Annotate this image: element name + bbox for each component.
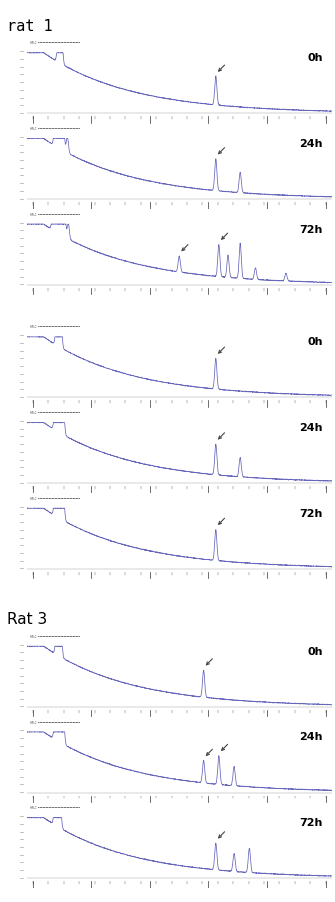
Text: Rat 3: Rat 3 xyxy=(7,612,47,627)
Text: 24h: 24h xyxy=(299,423,323,433)
Text: HPLC  ━━━━━━━━━━━━━━━━━━━━━━━━━━━━: HPLC ━━━━━━━━━━━━━━━━━━━━━━━━━━━━ xyxy=(30,721,80,724)
Text: 0h: 0h xyxy=(307,647,323,657)
Text: HPLC  ━━━━━━━━━━━━━━━━━━━━━━━━━━━━: HPLC ━━━━━━━━━━━━━━━━━━━━━━━━━━━━ xyxy=(30,497,80,501)
Text: HPLC  ━━━━━━━━━━━━━━━━━━━━━━━━━━━━: HPLC ━━━━━━━━━━━━━━━━━━━━━━━━━━━━ xyxy=(30,127,80,131)
Text: rat 1: rat 1 xyxy=(7,19,52,33)
Text: HPLC  ━━━━━━━━━━━━━━━━━━━━━━━━━━━━: HPLC ━━━━━━━━━━━━━━━━━━━━━━━━━━━━ xyxy=(30,411,80,415)
Text: HPLC  ━━━━━━━━━━━━━━━━━━━━━━━━━━━━: HPLC ━━━━━━━━━━━━━━━━━━━━━━━━━━━━ xyxy=(30,41,80,45)
Text: HPLC  ━━━━━━━━━━━━━━━━━━━━━━━━━━━━: HPLC ━━━━━━━━━━━━━━━━━━━━━━━━━━━━ xyxy=(30,635,80,639)
Text: 72h: 72h xyxy=(299,818,323,828)
Text: 72h: 72h xyxy=(299,225,323,235)
Text: 0h: 0h xyxy=(307,337,323,347)
Text: 24h: 24h xyxy=(299,732,323,742)
Text: HPLC  ━━━━━━━━━━━━━━━━━━━━━━━━━━━━: HPLC ━━━━━━━━━━━━━━━━━━━━━━━━━━━━ xyxy=(30,326,80,329)
Text: HPLC  ━━━━━━━━━━━━━━━━━━━━━━━━━━━━: HPLC ━━━━━━━━━━━━━━━━━━━━━━━━━━━━ xyxy=(30,806,80,810)
Text: 72h: 72h xyxy=(299,509,323,519)
Text: 0h: 0h xyxy=(307,53,323,63)
Text: 24h: 24h xyxy=(299,139,323,149)
Text: HPLC  ━━━━━━━━━━━━━━━━━━━━━━━━━━━━: HPLC ━━━━━━━━━━━━━━━━━━━━━━━━━━━━ xyxy=(30,213,80,216)
